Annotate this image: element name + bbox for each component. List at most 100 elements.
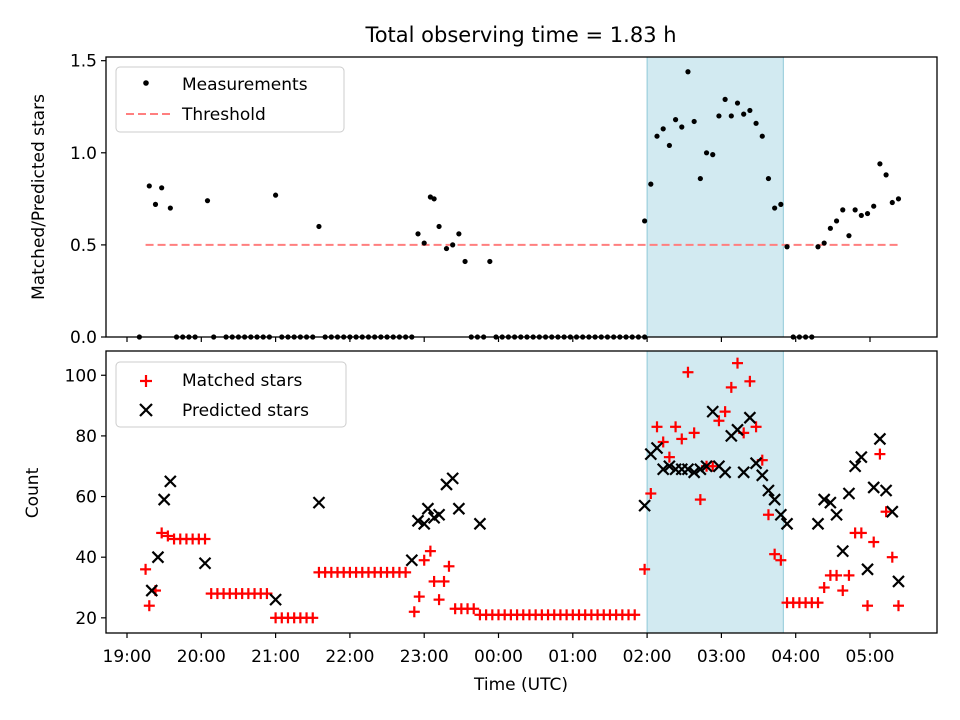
matched-star-point xyxy=(837,585,849,597)
matched-star-point xyxy=(468,603,480,615)
matched-star-point xyxy=(143,600,155,612)
measurement-point xyxy=(697,175,703,182)
bottom-legend-box xyxy=(115,361,347,428)
matched-star-point xyxy=(676,433,688,445)
measurement-point xyxy=(204,198,211,204)
bottom-y-tick-label: 80 xyxy=(75,427,97,447)
predicted-star-point xyxy=(743,411,757,424)
predicted-star-point xyxy=(452,502,466,515)
measurement-point xyxy=(421,240,427,246)
predicted-star-point xyxy=(861,563,874,576)
predicted-star-point xyxy=(768,493,781,506)
predicted-star-point xyxy=(817,493,831,506)
top-legend-box xyxy=(115,66,345,133)
matched-star-point xyxy=(433,594,445,606)
matched-star-point xyxy=(428,575,440,587)
matched-star-point xyxy=(199,533,211,545)
predicted-star-point xyxy=(421,502,435,515)
measurement-point xyxy=(456,231,462,237)
measurement-point xyxy=(152,201,159,207)
matched-star-point xyxy=(818,582,830,594)
measurement-point xyxy=(642,218,648,224)
measurement-point xyxy=(759,133,765,139)
predicted-star-point xyxy=(312,496,326,509)
top-y-tick-label: 1.5 xyxy=(70,52,97,72)
x-tick-label: 00:00 xyxy=(474,647,523,667)
predicted-star-point xyxy=(848,459,862,473)
legend-predicted-marker xyxy=(139,403,153,417)
measurement-point xyxy=(846,233,852,239)
matched-star-point xyxy=(731,357,743,369)
matched-star-point xyxy=(769,548,781,560)
matched-star-point xyxy=(744,375,756,387)
measurement-point xyxy=(660,126,666,132)
measurement-point xyxy=(747,107,753,114)
x-tick-label: 21:00 xyxy=(251,647,300,667)
x-tick-label: 19:00 xyxy=(103,647,152,667)
matched-star-point xyxy=(657,436,669,448)
measurement-point xyxy=(679,124,685,130)
predicted-star-point xyxy=(755,469,769,482)
bottom-y-tick-label: 20 xyxy=(75,609,97,629)
bottom-y-tick-label: 100 xyxy=(65,366,97,386)
predicted-star-point xyxy=(731,423,744,437)
measurement-point xyxy=(864,210,871,217)
matched-star-point xyxy=(694,494,706,506)
matched-star-points xyxy=(140,357,904,624)
measurement-point xyxy=(710,152,716,158)
x-tick-label: 03:00 xyxy=(697,647,746,667)
matched-star-point xyxy=(140,563,152,575)
predicted-star-point xyxy=(811,517,825,531)
predicted-star-point xyxy=(694,462,707,476)
matched-star-point xyxy=(880,506,892,518)
top-y-tick-label: 0.5 xyxy=(70,236,97,256)
predicted-star-point xyxy=(145,584,159,597)
matched-star-point xyxy=(307,612,319,624)
chart-title: Total observing time = 1.83 h xyxy=(364,23,676,47)
predicted-star-point xyxy=(198,556,212,570)
matched-star-point xyxy=(645,488,657,500)
matched-star-point xyxy=(707,460,719,472)
bottom-x-axis: 19:00 20:00 21:00 22:00 23:00 00:00 01:00 02:00… xyxy=(103,633,895,667)
predicted-star-point xyxy=(432,508,446,522)
predicted-star-point xyxy=(650,441,664,455)
predicted-star-point xyxy=(879,484,893,497)
measurement-point xyxy=(821,240,827,246)
predicted-star-point xyxy=(417,517,431,531)
matched-star-point xyxy=(762,509,774,521)
top-y-tick-label: 1.0 xyxy=(70,144,97,164)
measurement-point xyxy=(765,175,772,182)
predicted-star-point xyxy=(867,481,880,494)
measurement-point xyxy=(778,201,784,207)
measurement-point xyxy=(462,258,468,265)
matched-star-point xyxy=(261,588,273,600)
measurement-point xyxy=(728,113,734,119)
measurement-point xyxy=(858,212,864,219)
measurement-point xyxy=(741,111,747,117)
matched-star-point xyxy=(663,451,675,463)
x-tick-label: 22:00 xyxy=(325,647,374,667)
x-axis-label: Time (UTC) xyxy=(473,675,568,695)
predicted-star-point xyxy=(164,475,177,488)
matched-star-point xyxy=(670,421,682,433)
bottom-legend: Matched stars Predicted stars xyxy=(115,361,347,428)
matched-star-point xyxy=(862,600,874,612)
predicted-star-point xyxy=(774,508,788,522)
predicted-star-point xyxy=(700,459,713,473)
measurement-point xyxy=(431,196,437,202)
top-y-tick-label: 0.0 xyxy=(70,328,97,348)
matched-star-point xyxy=(713,415,725,427)
measurement-point xyxy=(487,258,493,265)
predicted-star-point xyxy=(749,456,763,470)
bottom-shaded-region xyxy=(646,350,784,634)
matched-star-point xyxy=(812,597,824,609)
matched-star-point xyxy=(408,606,420,618)
x-tick-label: 05:00 xyxy=(846,647,895,667)
predicted-star-point xyxy=(411,514,425,528)
x-tick-label: 04:00 xyxy=(771,647,820,667)
measurement-point xyxy=(772,205,778,211)
predicted-star-point xyxy=(269,593,282,606)
measurement-point xyxy=(443,245,450,252)
legend-threshold-label: Threshold xyxy=(181,105,266,125)
